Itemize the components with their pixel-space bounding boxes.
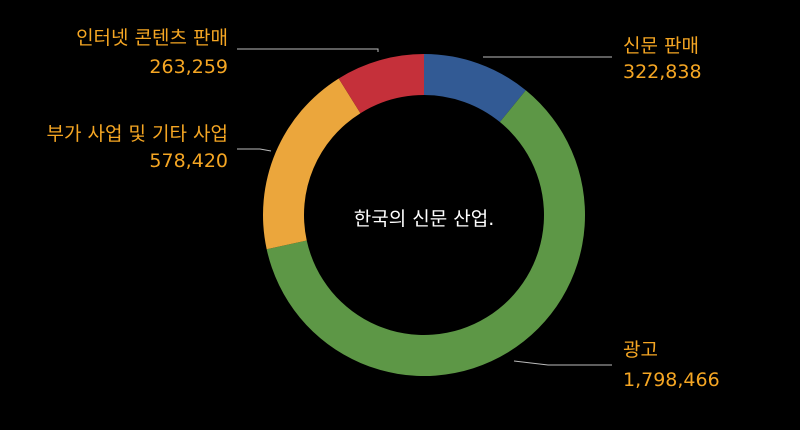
donut-slice: [266, 90, 585, 376]
donut-slice: [338, 54, 424, 114]
chart-title: 한국의 신문 산업.: [354, 208, 494, 230]
slice-labels: 신문 판매 322,838 광고 1,798,466 부가 사업 및 기타 사업 578,…: [47, 27, 720, 391]
slice-label-value: 578,420: [149, 150, 228, 172]
slice-label-value: 322,838: [623, 61, 702, 83]
leader-lines: [237, 48, 612, 366]
leader-line: [237, 48, 379, 52]
donut-slice: [263, 78, 361, 250]
leader-line: [513, 360, 612, 366]
slice-label-value: 263,259: [149, 56, 228, 78]
slice-label-name: 광고: [623, 339, 658, 361]
slice-label-name: 신문 판매: [623, 35, 699, 57]
slice-label-name: 부가 사업 및 기타 사업: [47, 123, 228, 145]
donut-slices: [263, 54, 585, 376]
slice-label-value: 1,798,466: [623, 369, 720, 391]
slice-label-name: 인터넷 콘텐츠 판매: [76, 27, 228, 49]
donut-slice: [424, 54, 526, 123]
leader-line: [237, 148, 272, 152]
